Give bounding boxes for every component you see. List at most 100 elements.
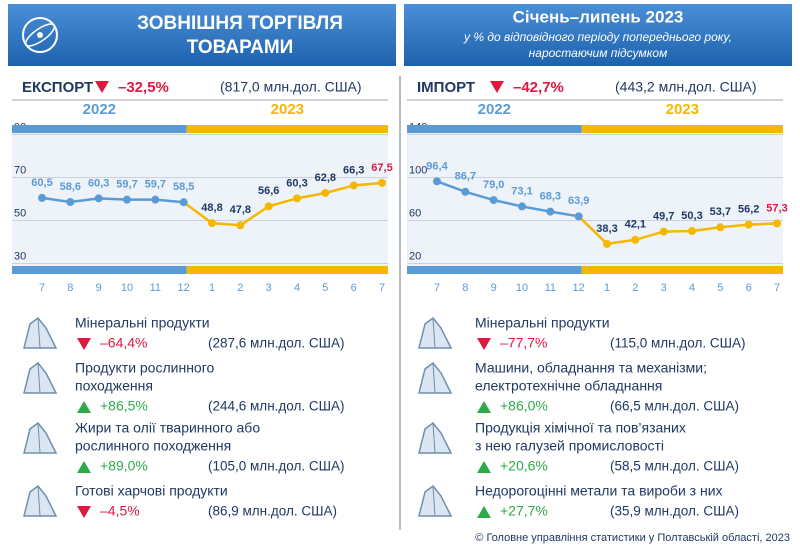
marker [659,227,668,236]
item-icon [432,422,436,454]
x-tick-label: 9 [96,282,102,294]
value-label: 56,2 [738,204,759,216]
value-label: 68,3 [540,190,561,202]
marker [38,193,46,202]
y-tick-label: 60 [409,207,421,219]
value-label: 96,4 [426,160,448,172]
item-amount: (287,6 млн.дол. США) [208,336,344,351]
value-label: 59,7 [116,179,137,191]
year-band [407,266,582,274]
value-label: 62,8 [315,172,336,184]
item-label: Мінеральні продукти [475,315,610,331]
value-label: 79,0 [483,179,504,191]
item-icon [37,485,41,517]
item-change: –4,5% [100,503,140,519]
marker [321,188,330,197]
y-tick-label: 100 [409,164,427,176]
x-tick-label: 4 [689,282,695,294]
x-tick-label: 3 [266,282,272,294]
x-tick-label: 7 [434,282,440,294]
marker [264,202,273,211]
value-label: 56,6 [258,185,279,197]
item-amount: (244,6 млн.дол. США) [208,399,344,414]
up-triangle [477,506,491,518]
marker [433,177,441,186]
item-icon [418,361,453,394]
year-band [12,266,187,274]
item-icon [418,484,453,517]
marker [631,235,640,244]
connector [577,215,608,245]
item-icon [37,362,41,394]
logo [22,17,58,53]
year-band [186,266,388,274]
y-tick-label: 50 [14,207,26,219]
marker [151,195,160,204]
item-amount: (58,5 млн.дол. США) [610,459,739,474]
x-tick-label: 7 [774,282,780,294]
x-tick-label: 11 [545,282,556,294]
item-change: –77,7% [500,335,547,351]
marker [236,221,245,230]
x-tick-label: 12 [178,282,190,294]
marker [688,226,696,235]
x-tick-label: 9 [491,282,497,294]
subtitle: наростаючим підсумком [529,46,668,60]
item-icon [432,362,436,394]
item-icon [23,484,58,517]
x-tick-label: 6 [746,282,752,294]
x-tick-label: 7 [379,282,385,294]
down-triangle [77,506,91,518]
plot-area [12,125,388,274]
item-change: +86,5% [100,398,148,414]
title: ТОВАРАМИ [187,37,294,58]
value-label: 63,9 [568,195,589,207]
x-tick-label: 7 [39,282,45,294]
item-label: рослинного походження [75,438,231,454]
marker [208,219,216,228]
down-triangle [95,81,109,93]
item-icon [432,485,436,517]
down-triangle [77,338,91,350]
value-label: 60,5 [31,177,52,189]
marker [94,194,103,203]
marker [744,220,753,229]
year-band [407,125,582,133]
item-amount: (105,0 млн.дол. США) [208,459,344,474]
item-change: +20,6% [500,458,548,474]
item-label: Недорогоцінні метали та вироби з них [475,483,723,499]
x-tick-label: 10 [121,282,133,294]
y-tick-label: 30 [14,250,26,262]
header-box [404,4,792,66]
panel-total: (817,0 млн.дол. США) [220,79,362,95]
value-label: 59,7 [145,179,166,191]
value-label: 58,5 [173,181,194,193]
year-label: 2022 [478,101,511,118]
connector [182,201,213,225]
value-label: 49,7 [653,211,674,223]
value-label: 38,3 [596,223,617,235]
marker [66,198,75,207]
footer: © Головне управління статистики у Полтав… [475,532,790,544]
item-change: +27,7% [500,503,548,519]
item-amount: (35,9 млн.дол. США) [610,504,739,519]
marker [773,219,781,228]
year-label: 2023 [271,101,304,118]
value-label: 60,3 [286,177,307,189]
value-label: 60,3 [88,177,109,189]
value-label: 47,8 [230,204,251,216]
value-label: 42,1 [625,219,646,231]
up-triangle [77,401,91,413]
value-label: 50,3 [681,210,702,222]
value-label: 48,8 [201,202,222,214]
x-tick-label: 2 [237,282,243,294]
value-label: 86,7 [455,171,476,183]
marker [378,178,386,187]
year-band [581,266,783,274]
item-icon [432,317,436,349]
x-tick-label: 4 [294,282,300,294]
up-triangle [477,461,491,473]
line [436,180,579,218]
item-icon [23,421,58,454]
